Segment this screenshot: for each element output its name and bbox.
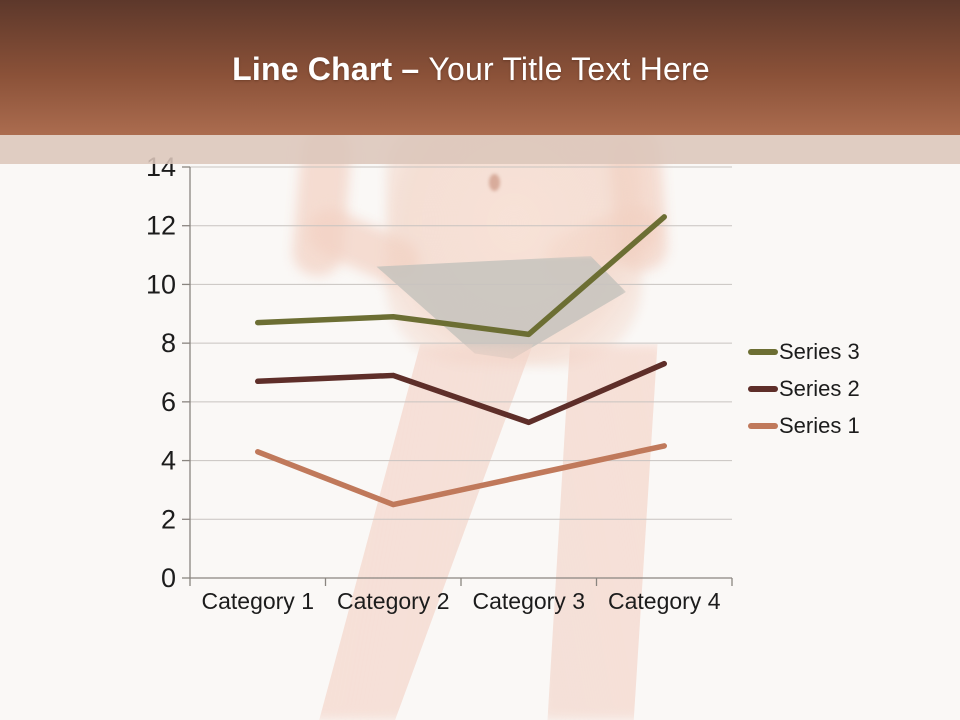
legend-label: Series 1 xyxy=(779,412,860,438)
y-tick-label: 10 xyxy=(146,269,176,299)
title-text: Your Title Text Here xyxy=(428,51,710,87)
title-bold: Line Chart xyxy=(232,51,393,87)
y-tick-label: 0 xyxy=(161,563,176,593)
legend-swatch xyxy=(748,422,778,429)
x-category-label: Category 1 xyxy=(201,588,314,614)
legend-item-series-1: Series 1 xyxy=(748,407,860,444)
slide-title: Line Chart – Your Title Text Here xyxy=(0,52,960,86)
legend-item-series-3: Series 3 xyxy=(748,333,860,370)
x-category-label: Category 4 xyxy=(608,588,721,614)
series-line-series-3 xyxy=(255,214,667,338)
y-tick-label: 12 xyxy=(146,211,176,241)
x-category-label: Category 2 xyxy=(337,588,450,614)
y-tick-label: 4 xyxy=(161,446,176,476)
legend-swatch xyxy=(748,348,778,355)
legend-item-series-2: Series 2 xyxy=(748,370,860,407)
legend-swatch xyxy=(748,385,778,392)
legend-label: Series 3 xyxy=(779,338,860,364)
x-category-label: Category 3 xyxy=(472,588,585,614)
y-tick-label: 2 xyxy=(161,504,176,534)
chart-legend: Series 3 Series 2 Series 1 xyxy=(748,333,860,444)
series-line-series-2 xyxy=(255,360,667,426)
legend-label: Series 2 xyxy=(779,375,860,401)
y-tick-label: 6 xyxy=(161,387,176,417)
y-tick-label: 8 xyxy=(161,328,176,358)
slide-header: Line Chart – Your Title Text Here xyxy=(0,0,960,135)
title-dash: – xyxy=(401,51,420,87)
series-line-series-1 xyxy=(255,443,667,508)
header-band xyxy=(0,135,960,164)
